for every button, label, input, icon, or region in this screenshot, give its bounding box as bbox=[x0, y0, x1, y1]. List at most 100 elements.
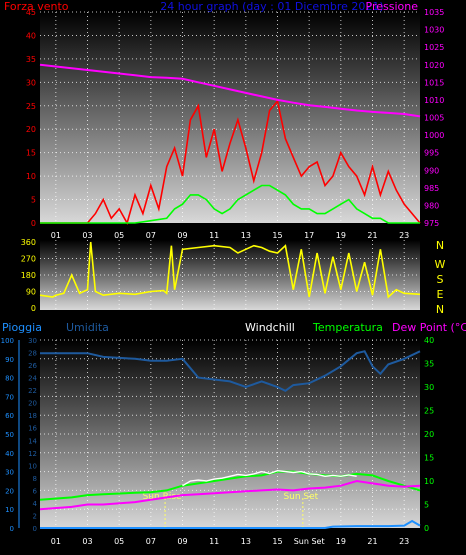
pressure-tick-label: 990 bbox=[424, 166, 439, 175]
compass-n-bottom: N bbox=[436, 303, 444, 316]
x-tick-label: 05 bbox=[114, 537, 124, 546]
wind-tick-label: 30 bbox=[26, 78, 36, 87]
compass-labels: N W S E N bbox=[435, 239, 446, 316]
direction-axis-ticks: 0 90 180 270 360 bbox=[21, 238, 36, 313]
pressure-tick-label: 1030 bbox=[424, 26, 444, 35]
rain-series-line bbox=[40, 519, 421, 529]
sunset-label: Sun Set bbox=[283, 492, 318, 502]
rain-tick-label: 100 bbox=[1, 337, 14, 345]
humidity-tick-label: 8 bbox=[33, 475, 37, 483]
rain-tick-label: 50 bbox=[5, 431, 14, 439]
direction-tick-label: 180 bbox=[21, 271, 36, 280]
pressure-tick-label: 1005 bbox=[424, 114, 444, 123]
humidity-tick-label: 26 bbox=[28, 362, 37, 370]
humidity-tick-label: 18 bbox=[28, 412, 37, 420]
wind-series-line bbox=[40, 99, 421, 226]
pressure-series-line bbox=[39, 63, 421, 118]
temperature-tick-label: 15 bbox=[424, 454, 434, 463]
x-tick-label: 09 bbox=[177, 537, 187, 546]
humidity-tick-label: 10 bbox=[28, 462, 37, 470]
chart-title: 24 hour graph (day : 01 Dicembre 2021) bbox=[160, 0, 383, 13]
humidity-label: Umidita bbox=[66, 321, 109, 334]
pressure-tick-label: 1020 bbox=[424, 61, 444, 70]
temperature-tick-label: 5 bbox=[424, 501, 429, 510]
rain-tick-label: 20 bbox=[5, 487, 14, 495]
x-tick-label: 05 bbox=[114, 231, 124, 240]
wind-tick-label: 5 bbox=[31, 196, 36, 205]
humidity-tick-label: 24 bbox=[28, 375, 37, 383]
direction-tick-label: 270 bbox=[21, 255, 36, 264]
x-tick-label: 03 bbox=[82, 231, 92, 240]
direction-tick-label: 360 bbox=[21, 238, 36, 247]
pressure-tick-label: 1035 bbox=[424, 8, 444, 17]
rain-tick-label: 40 bbox=[5, 450, 14, 458]
x-tick-label: 11 bbox=[209, 537, 219, 546]
humidity-tick-label: 4 bbox=[33, 500, 38, 508]
x-tick-label: 21 bbox=[367, 537, 377, 546]
wind-tick-label: 15 bbox=[26, 149, 36, 158]
pressure-tick-label: 1010 bbox=[424, 96, 444, 105]
weather-x-ticks: 01 03 05 07 09 11 13 15 Sun Set 19 21 23 bbox=[51, 537, 410, 546]
humidity-tick-label: 16 bbox=[28, 425, 37, 433]
temperature-series-line bbox=[39, 470, 421, 501]
direction-tick-label: 90 bbox=[26, 288, 36, 297]
compass-w: W bbox=[435, 258, 446, 271]
dew-point-series-line bbox=[39, 479, 421, 511]
weather-grid bbox=[40, 339, 420, 528]
x-tick-label: 01 bbox=[51, 231, 61, 240]
humidity-tick-label: 12 bbox=[28, 450, 37, 458]
x-tick-label: 13 bbox=[241, 231, 251, 240]
wind-tick-label: 20 bbox=[26, 125, 36, 134]
rain-tick-label: 0 bbox=[10, 525, 14, 533]
wind-tick-label: 35 bbox=[26, 55, 36, 64]
x-tick-label: 15 bbox=[272, 231, 282, 240]
rain-tick-label: 90 bbox=[5, 356, 14, 364]
humidity-tick-label: 2 bbox=[33, 512, 37, 520]
humidity-tick-label: 28 bbox=[28, 350, 37, 358]
humidity-tick-label: 0 bbox=[33, 525, 37, 533]
rain-label: Pioggia bbox=[2, 321, 42, 334]
humidity-tick-label: 20 bbox=[28, 400, 37, 408]
pressure-label: Pressione bbox=[366, 0, 419, 13]
wind-strength-label: Forza vento bbox=[4, 0, 69, 13]
temperature-label: Temperatura bbox=[312, 321, 383, 334]
pressure-tick-label: 1025 bbox=[424, 43, 444, 52]
temperature-tick-label: 10 bbox=[424, 477, 434, 486]
x-tick-label: Sun Set bbox=[294, 537, 325, 546]
pressure-tick-label: 1000 bbox=[424, 131, 444, 140]
pressure-axis-ticks: 975 980 985 990 995 1000 1005 1010 1015 1020 1025 1… bbox=[424, 8, 444, 228]
pressure-tick-label: 985 bbox=[424, 184, 439, 193]
humidity-tick-label: 6 bbox=[33, 487, 38, 495]
windchill-series-line bbox=[182, 469, 357, 487]
humidity-tick-label: 22 bbox=[28, 387, 37, 395]
x-tick-label: 03 bbox=[82, 537, 92, 546]
pressure-tick-label: 995 bbox=[424, 149, 439, 158]
humidity-tick-label: 14 bbox=[28, 437, 37, 445]
humidity-series-line bbox=[40, 350, 421, 392]
sunrise-label: Sun Rise bbox=[143, 492, 182, 502]
x-tick-label: 07 bbox=[146, 231, 156, 240]
gust-series-line bbox=[40, 184, 420, 224]
rain-axis-ticks: 0 10 20 30 40 50 60 70 80 90 100 bbox=[1, 337, 20, 533]
wind-tick-label: 10 bbox=[26, 172, 36, 181]
wind-pressure-panel bbox=[40, 12, 420, 223]
x-tick-label: 01 bbox=[51, 537, 61, 546]
wind-tick-label: 40 bbox=[26, 31, 36, 40]
compass-n-top: N bbox=[436, 239, 444, 252]
compass-e: E bbox=[437, 288, 444, 301]
x-tick-label: 19 bbox=[336, 231, 346, 240]
temperature-tick-label: 35 bbox=[424, 360, 434, 369]
dew-point-label: Dew Point (°C) bbox=[392, 321, 466, 334]
x-tick-label: 23 bbox=[399, 231, 409, 240]
x-tick-label: 11 bbox=[209, 231, 219, 240]
x-tick-label: 09 bbox=[177, 231, 187, 240]
compass-s: S bbox=[437, 273, 444, 286]
x-tick-label: 23 bbox=[399, 537, 409, 546]
wind-tick-label: 25 bbox=[26, 102, 36, 111]
temperature-tick-label: 25 bbox=[424, 407, 434, 416]
temperature-axis-ticks: 0 5 10 15 20 25 30 35 40 bbox=[424, 336, 434, 533]
wind-direction-series-line bbox=[39, 241, 421, 299]
x-tick-label: 21 bbox=[367, 231, 377, 240]
